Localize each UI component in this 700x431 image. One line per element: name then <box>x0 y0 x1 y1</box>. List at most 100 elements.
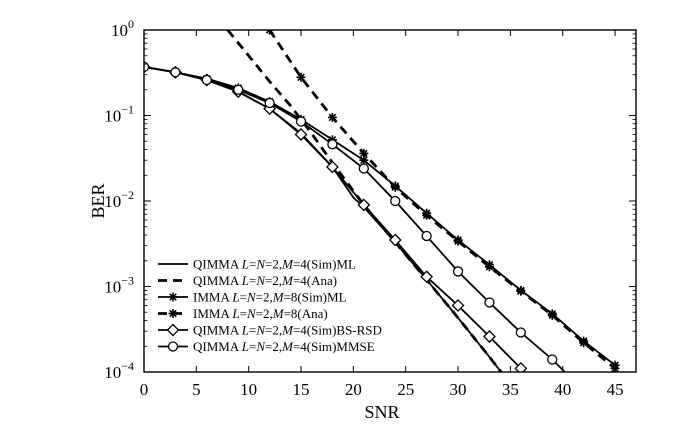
legend-label-part: L <box>231 290 239 305</box>
legend-label-part: M <box>281 257 294 272</box>
legend-label-part: N <box>255 257 266 272</box>
y-tick-base: 10 <box>104 363 121 382</box>
data-point-diamond <box>514 362 528 372</box>
legend-label-part: M <box>272 306 285 321</box>
legend-label-part: =4(Ana) <box>293 273 337 288</box>
legend-label-part: L <box>241 273 249 288</box>
data-point-star <box>516 286 526 296</box>
legend-entry: QIMMA L=N=2,M=4(Sim)BS-RSD <box>158 323 382 338</box>
data-point-star <box>296 72 306 82</box>
y-tick-label: 100 <box>111 17 134 40</box>
legend-label-part: M <box>272 290 285 305</box>
data-point-circle <box>515 327 527 338</box>
data-point-circle <box>233 84 244 95</box>
data-point-star <box>547 310 557 320</box>
legend-label-part: =4(Sim)BS-RSD <box>293 323 382 338</box>
legend-entry: IMMA L=N=2,M=8(Ana) <box>158 306 328 321</box>
y-tick-base: 10 <box>111 21 128 40</box>
data-point-circle <box>144 61 150 73</box>
data-point-star <box>327 112 337 122</box>
legend-label-part: QIMMA <box>193 257 242 272</box>
data-point-circle <box>327 139 338 150</box>
legend-label-part: =4(Sim)ML <box>293 257 356 272</box>
legend-label: IMMA L=N=2,M=8(Ana) <box>193 306 328 321</box>
data-point-star <box>422 210 432 220</box>
legend-label: QIMMA L=N=2,M=4(Sim)ML <box>193 257 356 272</box>
legend-entry: QIMMA L=N=2,M=4(Sim)ML <box>158 257 356 272</box>
legend-label-part: =2, <box>256 290 273 305</box>
y-tick-base: 10 <box>104 192 121 211</box>
x-axis-title: SNR <box>364 402 399 422</box>
data-point-diamond <box>357 198 371 212</box>
legend-label-part: QIMMA <box>193 323 242 338</box>
legend-entry: QIMMA L=N=2,M=4(Ana) <box>158 273 337 288</box>
legend-label-part: = <box>249 273 256 288</box>
x-tick-label: 20 <box>345 380 362 399</box>
data-point-circle <box>295 116 307 127</box>
y-tick-label: 10−1 <box>104 103 134 126</box>
legend-label-part: =2, <box>265 323 282 338</box>
data-point-diamond <box>294 128 308 141</box>
legend-label-part: IMMA <box>193 306 232 321</box>
legend-label-part: IMMA <box>193 290 232 305</box>
legend-entry: QIMMA L=N=2,M=4(Sim)MMSE <box>158 339 375 354</box>
y-tick-label: 10−4 <box>104 359 134 382</box>
y-tick-label: 10−3 <box>104 274 134 297</box>
x-tick-label: 5 <box>192 380 201 399</box>
legend-label-part: M <box>281 323 294 338</box>
legend-label-part: =2, <box>256 306 273 321</box>
legend-label-part: QIMMA <box>193 273 242 288</box>
data-point-star <box>579 338 589 348</box>
legend-label-part: =4(Sim)MMSE <box>293 339 375 354</box>
y-tick-base: 10 <box>104 278 121 297</box>
data-point-circle <box>170 67 181 78</box>
legend-label-part: N <box>246 290 257 305</box>
series-line <box>268 30 616 370</box>
x-tick-label: 40 <box>554 380 571 399</box>
data-point-diamond <box>420 270 434 284</box>
legend-label-part: = <box>240 290 247 305</box>
y-tick-exponent: −2 <box>121 188 134 202</box>
legend-label-part: L <box>231 306 239 321</box>
data-point-star <box>390 182 400 192</box>
series-3 <box>265 30 620 372</box>
legend-label-part: = <box>249 339 256 354</box>
x-tick-label: 45 <box>607 380 624 399</box>
legend-label-part: =2, <box>265 273 282 288</box>
legend-label-part: N <box>255 339 266 354</box>
data-point-diamond <box>483 330 496 343</box>
legend-marker-circle <box>167 341 179 352</box>
data-point-circle <box>421 230 432 242</box>
y-tick-label: 10−2 <box>104 188 134 211</box>
data-point-circle <box>264 97 275 109</box>
data-point-circle <box>358 163 369 174</box>
data-point-star <box>484 262 494 272</box>
legend-label-part: = <box>249 323 256 338</box>
legend-label-part: N <box>246 306 257 321</box>
legend-label: IMMA L=N=2,M=8(Sim)ML <box>193 290 347 305</box>
y-tick-base: 10 <box>104 107 121 126</box>
x-tick-label: 25 <box>397 380 414 399</box>
legend-label-part: N <box>255 273 266 288</box>
legend-label-part: = <box>249 257 256 272</box>
data-point-diamond <box>326 160 339 174</box>
legend-label: QIMMA L=N=2,M=4(Sim)BS-RSD <box>193 323 382 338</box>
series-line <box>226 30 503 372</box>
x-tick-label: 35 <box>502 380 519 399</box>
x-tick-label: 0 <box>140 380 149 399</box>
legend-label: QIMMA L=N=2,M=4(Ana) <box>193 273 337 288</box>
legend-label-part: M <box>281 339 294 354</box>
legend-label-part: L <box>241 323 249 338</box>
x-tick-label: 10 <box>240 380 257 399</box>
legend-label: QIMMA L=N=2,M=4(Sim)MMSE <box>193 339 375 354</box>
series-layer <box>144 30 620 372</box>
legend-label-part: =2, <box>265 257 282 272</box>
legend-marker-star <box>168 309 178 318</box>
y-tick-exponent: −1 <box>121 103 134 117</box>
data-point-circle <box>547 354 558 365</box>
legend-label-part: N <box>255 323 266 338</box>
legend-label-part: =8(Ana) <box>284 306 328 321</box>
y-tick-exponent: 0 <box>128 17 134 31</box>
